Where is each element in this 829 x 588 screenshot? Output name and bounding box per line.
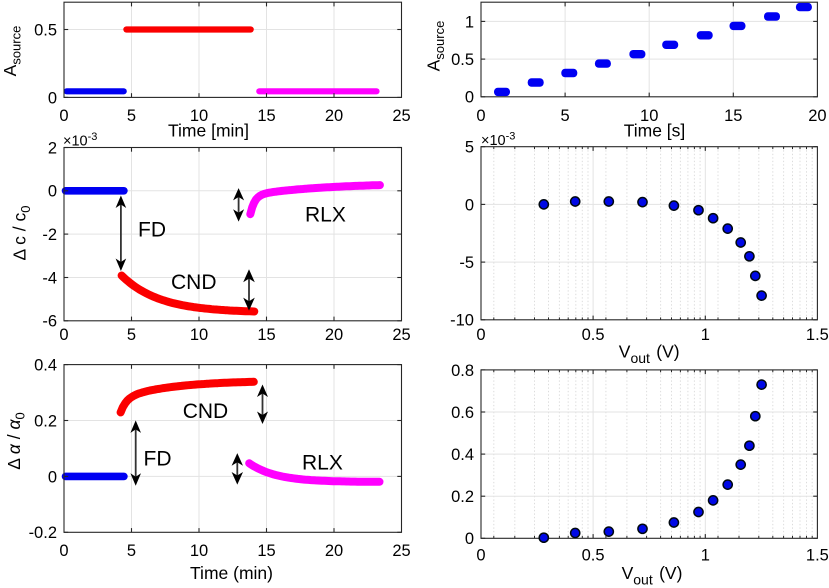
svg-text:0: 0 <box>59 107 68 125</box>
svg-text:Time (min): Time (min) <box>190 563 273 583</box>
svg-text:15: 15 <box>257 326 275 344</box>
svg-text:0: 0 <box>476 326 485 344</box>
svg-text:RLX: RLX <box>302 452 343 475</box>
svg-text:0: 0 <box>59 542 68 560</box>
svg-text:CND: CND <box>171 271 217 294</box>
svg-text:10: 10 <box>190 107 208 125</box>
svg-text:Time [min]: Time [min] <box>168 121 249 141</box>
svg-text:0.5: 0.5 <box>34 21 57 39</box>
svg-text:1.5: 1.5 <box>806 547 829 565</box>
svg-text:10: 10 <box>190 542 208 560</box>
svg-text:1: 1 <box>465 13 474 31</box>
svg-text:FD: FD <box>138 219 166 242</box>
svg-text:FD: FD <box>144 448 172 471</box>
svg-text:0: 0 <box>48 89 57 107</box>
svg-text:15: 15 <box>257 107 275 125</box>
svg-text:0.6: 0.6 <box>451 404 474 422</box>
svg-text:-4: -4 <box>42 269 57 287</box>
svg-text:0: 0 <box>476 107 485 125</box>
svg-text:0: 0 <box>465 530 474 548</box>
svg-text:5: 5 <box>465 139 474 157</box>
svg-text:25: 25 <box>392 542 410 560</box>
svg-text:-6: -6 <box>42 313 57 331</box>
svg-text:-5: -5 <box>459 254 474 272</box>
svg-text:0: 0 <box>59 326 68 344</box>
svg-text:0: 0 <box>465 196 474 214</box>
svg-text:-0.2: -0.2 <box>29 524 57 542</box>
svg-text:20: 20 <box>325 107 343 125</box>
svg-text:-10: -10 <box>450 312 474 330</box>
svg-text:20: 20 <box>325 326 343 344</box>
svg-text:5: 5 <box>127 107 136 125</box>
svg-text:0: 0 <box>48 183 57 201</box>
svg-text:0: 0 <box>465 89 474 107</box>
svg-text:2: 2 <box>48 139 57 157</box>
svg-text:5: 5 <box>561 107 570 125</box>
svg-text:10: 10 <box>640 107 658 125</box>
svg-text:5: 5 <box>127 326 136 344</box>
svg-text:0.5: 0.5 <box>582 547 605 565</box>
svg-text:RLX: RLX <box>305 204 346 227</box>
svg-text:1.5: 1.5 <box>806 326 829 344</box>
svg-text:0: 0 <box>476 547 485 565</box>
svg-text:Δ α / α0: Δ α / α0 <box>4 412 28 469</box>
svg-text:0.5: 0.5 <box>451 51 474 69</box>
svg-text:0.2: 0.2 <box>451 488 474 506</box>
svg-text:0: 0 <box>48 468 57 486</box>
svg-text:20: 20 <box>808 107 826 125</box>
svg-text:25: 25 <box>392 107 410 125</box>
svg-text:20: 20 <box>325 542 343 560</box>
svg-text:CND: CND <box>183 400 229 423</box>
svg-text:10: 10 <box>190 326 208 344</box>
svg-text:1: 1 <box>701 547 710 565</box>
svg-text:0.4: 0.4 <box>451 446 474 464</box>
svg-text:1: 1 <box>701 326 710 344</box>
svg-text:Time [s]: Time [s] <box>624 121 686 141</box>
svg-text:0.5: 0.5 <box>582 326 605 344</box>
svg-text:15: 15 <box>724 107 742 125</box>
svg-text:15: 15 <box>257 542 275 560</box>
svg-text:-2: -2 <box>42 226 57 244</box>
svg-text:5: 5 <box>127 542 136 560</box>
svg-text:Δ c / c0: Δ c / c0 <box>10 206 34 261</box>
svg-text:0.2: 0.2 <box>34 412 57 430</box>
svg-text:0.8: 0.8 <box>451 362 474 380</box>
svg-text:0.4: 0.4 <box>34 357 57 375</box>
svg-text:25: 25 <box>392 326 410 344</box>
